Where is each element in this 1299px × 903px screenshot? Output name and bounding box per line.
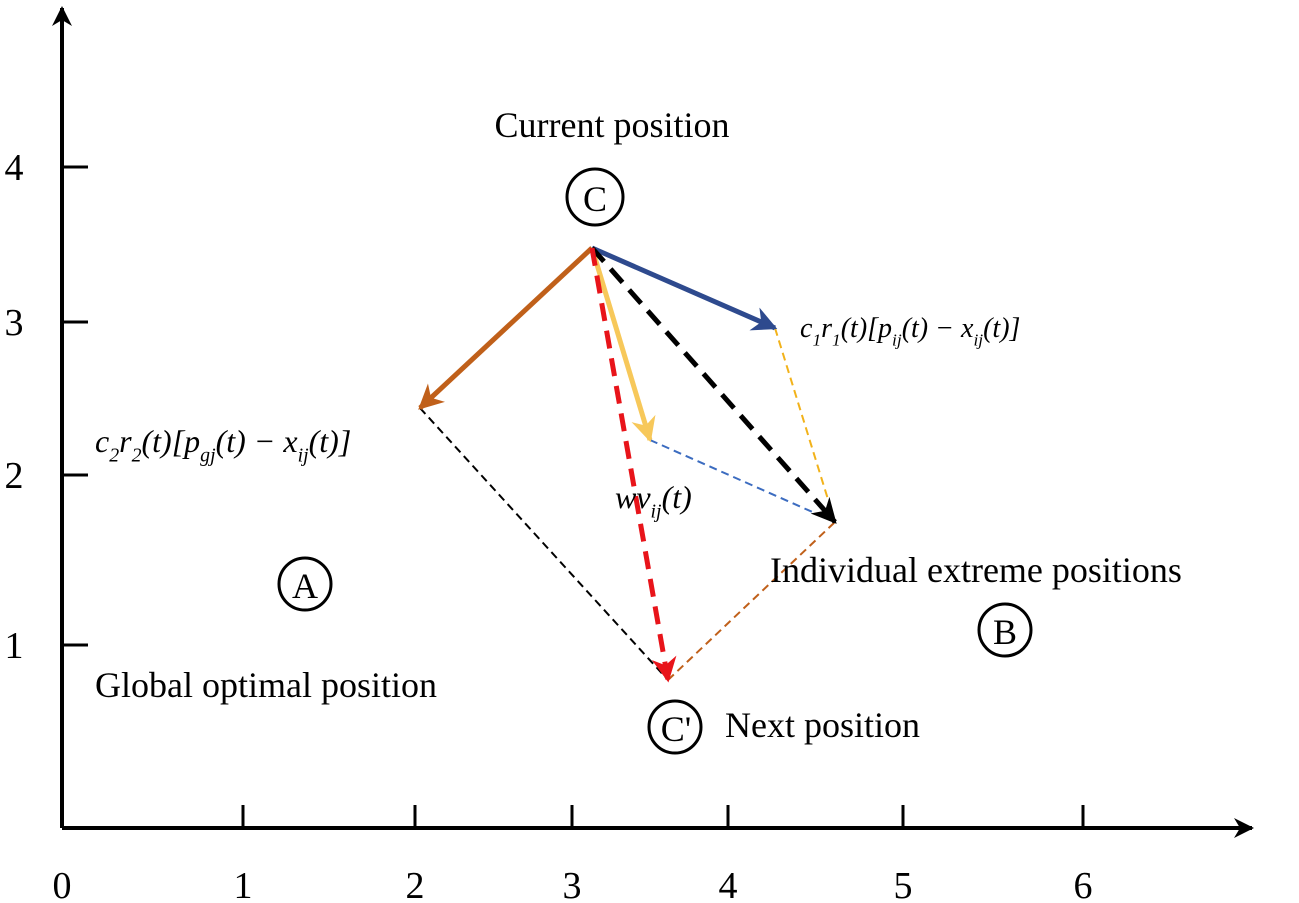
node-label: C [583, 179, 607, 219]
x-tick-label: 4 [719, 865, 738, 903]
formula-part: 2 [132, 445, 142, 467]
x-tick-label: 5 [894, 865, 913, 903]
formula-part: c [800, 313, 813, 344]
formula-part: 2 [109, 445, 119, 467]
label: Global optimal position [95, 665, 437, 705]
formula-part: ij [651, 501, 663, 523]
label: Current position [495, 105, 730, 145]
formula: wvij(t) [615, 479, 692, 523]
formula: c2r2(t)[pgj(t) − xij(t)] [95, 423, 351, 467]
formula-part: (t)] [983, 313, 1020, 344]
y-tick-label: 4 [5, 147, 24, 189]
node-label: A [292, 566, 318, 606]
y-tick-label: 1 [5, 625, 24, 667]
formula-part: (t) [662, 479, 692, 515]
x-tick-label: 3 [563, 865, 582, 903]
label: Next position [725, 705, 920, 745]
x-tick-label: 1 [234, 865, 253, 903]
formula-part: wv [615, 479, 651, 515]
construction-lines [419, 327, 836, 681]
result-vector [589, 247, 677, 683]
formula-part: ij [973, 330, 983, 349]
formula-part: (t)[p [841, 313, 892, 344]
node-label: C' [661, 709, 692, 749]
y-tick-label: 3 [5, 302, 24, 344]
formula-part: (t) − x [216, 423, 298, 459]
sum-vector [590, 246, 837, 524]
formula-part: (t)[p [142, 423, 201, 459]
formula-part: c [95, 423, 109, 459]
gbest-vector [418, 246, 594, 410]
x-tick-label: 6 [1074, 865, 1093, 903]
formula-part: 1 [832, 330, 841, 349]
formula: c1r1(t)[pij(t) − xij(t)] [800, 313, 1020, 349]
y-tick-label: 2 [5, 455, 24, 497]
formula-part: ij [298, 445, 310, 467]
formula-part: r [119, 423, 132, 459]
x-tick-label: 0 [53, 865, 72, 903]
x-tick-label: 2 [406, 865, 425, 903]
tick-marks [62, 165, 1085, 828]
formula-part: ij [892, 330, 902, 349]
formula-part: r [821, 313, 832, 344]
node-circles [277, 167, 1033, 755]
formula-part: (t) − x [902, 313, 974, 344]
node-label: B [993, 612, 1017, 652]
formula-part: 1 [812, 330, 821, 349]
label: Individual extreme positions [770, 550, 1182, 590]
inertia-vector [589, 247, 656, 443]
formula-part: (t)] [309, 423, 352, 459]
formula-part: gj [200, 445, 216, 467]
pbest-vector [590, 245, 778, 331]
